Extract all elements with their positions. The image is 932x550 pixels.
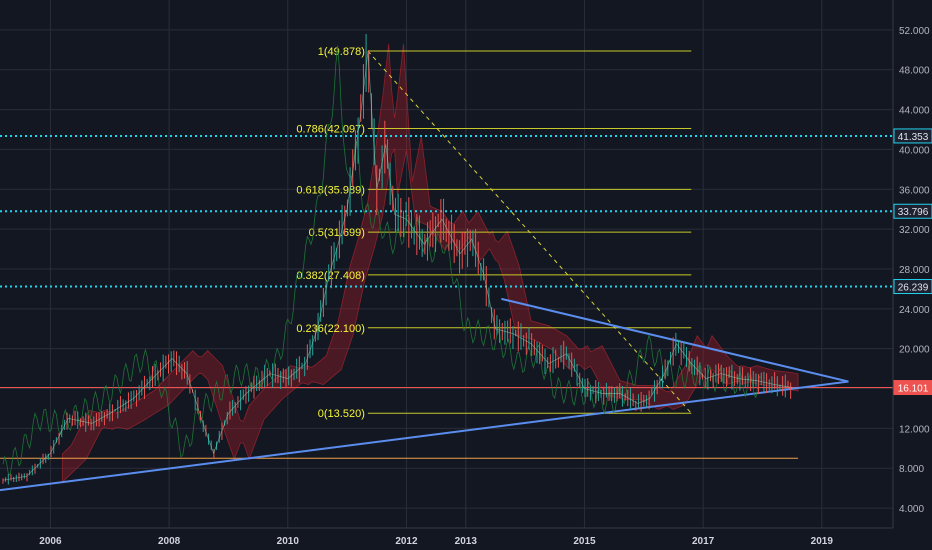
x-tick-label: 2010 — [277, 536, 300, 547]
x-tick-label: 2017 — [692, 536, 715, 547]
price-badge-41.353 — [893, 128, 932, 144]
ichimoku-cloud — [61, 43, 799, 484]
y-tick-label: 12.000 — [899, 424, 930, 435]
cloud-band — [61, 43, 799, 484]
horizontal-levels — [0, 134, 893, 459]
x-tick-label: 2012 — [395, 536, 418, 547]
price-badge-33.796 — [893, 203, 932, 219]
fib-label-0.618: 0.618(35.989) — [296, 184, 365, 196]
x-tick-label: 2019 — [811, 536, 834, 547]
x-tick-label: 2006 — [39, 536, 62, 547]
fib-diagonal — [367, 50, 692, 414]
y-tick-label: 4.000 — [899, 504, 924, 515]
y-tick-label: 24.000 — [899, 305, 930, 316]
fib-label-0.382: 0.382(27.408) — [296, 270, 365, 282]
price-badge-26.239 — [893, 279, 932, 295]
price-badges: 41.353 33.796 26.239 16.101 — [893, 128, 932, 396]
x-tick-label: 2015 — [573, 536, 596, 547]
trendlines[interactable] — [0, 297, 849, 492]
price-series — [2, 33, 793, 485]
price-badge-text: 16.101 — [898, 384, 929, 395]
price-line — [2, 51, 793, 481]
y-axis-bg — [893, 0, 932, 550]
fibonacci-retracement[interactable]: 1(49.878) 0.786(42.097) 0.618(35.989) 0.5(3… — [296, 46, 692, 420]
trendline-resistance[interactable] — [501, 297, 849, 383]
trendline-support[interactable] — [0, 380, 849, 492]
price-badge-16.101 — [893, 380, 932, 396]
lagging-line — [2, 45, 762, 476]
x-axis-bg — [0, 528, 932, 550]
y-tick-label: 40.000 — [899, 145, 930, 156]
price-badge-text: 33.796 — [898, 207, 929, 218]
x-tick-label: 2013 — [455, 536, 478, 547]
y-tick-label: 32.000 — [899, 225, 930, 236]
fib-label-1: 1(49.878) — [318, 46, 365, 58]
price-badge-text: 41.353 — [898, 132, 929, 143]
fib-label-0.236: 0.236(22.100) — [296, 323, 365, 335]
y-tick-label: 48.000 — [899, 66, 930, 77]
y-tick-label: 36.000 — [899, 185, 930, 196]
x-tick-label: 2008 — [158, 536, 181, 547]
y-tick-label: 8.000 — [899, 464, 924, 475]
y-tick-label: 28.000 — [899, 265, 930, 276]
fib-label-0: 0(13.520) — [318, 408, 365, 420]
price-badge-text: 26.239 — [898, 283, 929, 294]
fib-label-0.5: 0.5(31.699) — [309, 227, 365, 239]
grid — [0, 0, 893, 528]
y-tick-label: 44.000 — [899, 106, 930, 117]
y-tick-label: 20.000 — [899, 345, 930, 356]
fib-label-0.786: 0.786(42.097) — [296, 124, 365, 136]
y-tick-label: 52.000 — [899, 26, 930, 37]
